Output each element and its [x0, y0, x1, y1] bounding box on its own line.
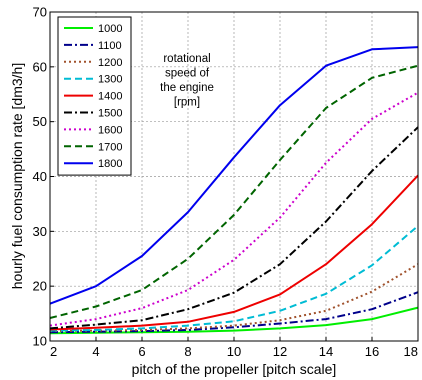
- series-line-1000: [49, 306, 419, 335]
- annotation-line: [rpm]: [174, 97, 200, 109]
- series-line-1300: [49, 225, 419, 332]
- y-tick-label: 60: [33, 59, 47, 74]
- annotation-line: speed of: [165, 68, 210, 80]
- series-line-1500: [49, 126, 419, 330]
- x-tick-labels: 2 4 6 8 10 12 14 16 18: [49, 337, 419, 359]
- series-line-1100: [49, 291, 419, 334]
- x-tick-label: 10: [227, 344, 241, 359]
- annotation-line: rotational: [163, 53, 210, 65]
- legend-label-1700: 1700: [98, 141, 122, 153]
- series-line-1800: [49, 46, 419, 305]
- grid: [50, 12, 418, 341]
- series-line-1700: [49, 64, 419, 319]
- legend-label-1500: 1500: [98, 108, 122, 120]
- y-tick-label: 50: [33, 114, 47, 129]
- y-tick-label: 10: [33, 334, 47, 349]
- legend-label-1400: 1400: [98, 91, 122, 103]
- y-tick-label: 30: [33, 224, 47, 239]
- x-tick-label: 8: [184, 344, 191, 359]
- x-tick-label: 2: [50, 344, 57, 359]
- y-tick-label: 40: [33, 169, 47, 184]
- annotation-line: the engine: [160, 82, 214, 94]
- x-tick-label: 18: [404, 344, 418, 359]
- x-tick-label: 12: [273, 344, 287, 359]
- x-tick-label: 16: [365, 344, 379, 359]
- legend-label-1800: 1800: [98, 158, 122, 170]
- x-axis-label: pitch of the propeller [pitch scale]: [132, 361, 337, 377]
- legend-label-1300: 1300: [98, 74, 122, 86]
- x-tick-label: 14: [319, 344, 333, 359]
- y-tick-label: 70: [33, 5, 47, 20]
- legend: 1000 1100 1200 1300 1400 1500 1600 1700 1800: [57, 16, 132, 176]
- x-tick-label: 6: [138, 344, 145, 359]
- y-axis-label: hourly fuel consumption rate [dm3/h]: [9, 63, 25, 289]
- series-line-1400: [49, 174, 419, 331]
- legend-label-1600: 1600: [98, 124, 122, 136]
- legend-label-1100: 1100: [98, 40, 122, 52]
- series-group: [49, 46, 419, 335]
- legend-label-1200: 1200: [98, 57, 122, 69]
- legend-label-1000: 1000: [98, 23, 122, 35]
- y-tick-labels: 10 20 30 40 50 60 70: [33, 5, 54, 349]
- rpm-annotation: rotational speed of the engine [rpm]: [160, 53, 214, 109]
- y-tick-label: 20: [33, 279, 47, 294]
- x-tick-label: 4: [92, 344, 99, 359]
